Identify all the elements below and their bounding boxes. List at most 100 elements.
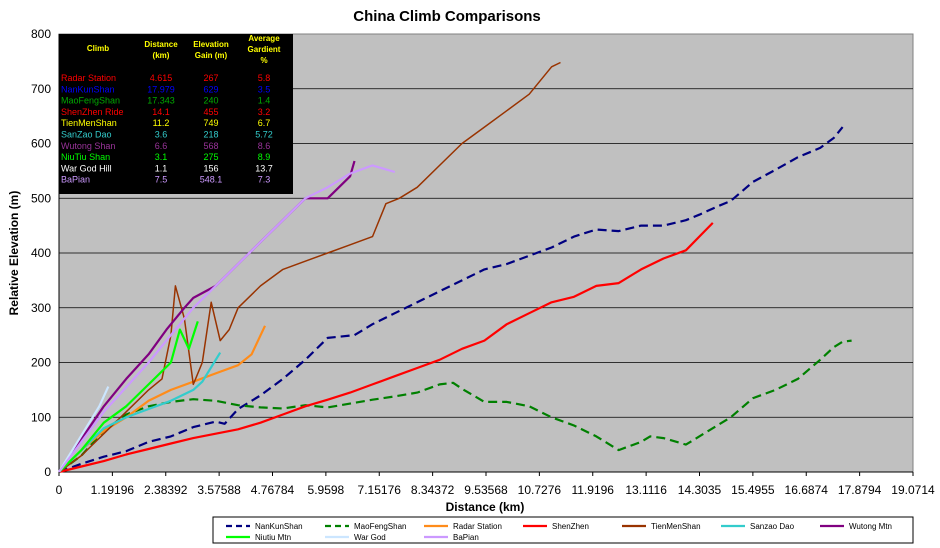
legend-label: TienMenShan: [651, 522, 701, 531]
table-header: Distance (km): [144, 40, 178, 60]
series-line-bapian: [58, 164, 396, 473]
y-tick-label: 800: [31, 27, 51, 41]
series-line-niutiu-mtn: [58, 321, 199, 473]
x-tick-label: 5.9598: [308, 483, 345, 497]
x-tick-label: 19.0714: [891, 483, 935, 497]
x-tick-label: 10.7276: [518, 483, 562, 497]
table-cell-climb: SanZao Dao: [61, 130, 112, 140]
legend-label: MaoFengShan: [354, 522, 406, 531]
legend-label: BaPian: [453, 533, 479, 542]
legend-label: War God: [354, 533, 386, 542]
climb-stats-table: Climb Distance (km) Elevation Gain (m) Averag…: [59, 34, 293, 194]
table-cell: 548.1: [200, 175, 223, 185]
y-tick-label: 600: [31, 137, 51, 151]
y-axis-ticks: 0 100 200 300 400 500 600 700 800: [31, 27, 51, 479]
table-cell-climb: TienMenShan: [61, 118, 117, 128]
table-cell: 218: [203, 130, 218, 140]
series-line-war-god: [58, 386, 110, 473]
table-cell-climb: MaoFengShan: [61, 96, 120, 106]
y-tick-label: 700: [31, 82, 51, 96]
table-cell: 7.5: [155, 175, 168, 185]
table-cell: 629: [203, 84, 218, 94]
x-tick-label: 3.57588: [197, 483, 241, 497]
table-cell-climb: BaPian: [61, 175, 90, 185]
series-line-radar-station: [58, 325, 266, 473]
series-line-wutong-mtn: [58, 160, 356, 473]
table-cell: 3.2: [258, 107, 271, 117]
x-tick-label: 11.9196: [571, 483, 614, 497]
y-tick-label: 200: [31, 356, 51, 370]
table-cell: 17.343: [147, 96, 175, 106]
table-cell: 455: [203, 107, 218, 117]
table-cell: 13.7: [255, 163, 273, 173]
x-axis-title: Distance (km): [446, 500, 525, 514]
table-cell: 3.5: [258, 84, 271, 94]
legend: NanKunShan MaoFengShan Radar Station ShenZh…: [212, 516, 914, 544]
table-cell-climb: War God Hill: [61, 163, 112, 173]
y-tick-label: 500: [31, 191, 51, 205]
table-cell: 6.6: [155, 141, 168, 151]
series-line-tienmenshan: [58, 61, 561, 473]
legend-label: Wutong Mtn: [849, 522, 892, 531]
table-header: Average Gardient%: [248, 34, 281, 65]
x-tick-label: 9.53568: [464, 483, 508, 497]
table-cell: 156: [203, 163, 218, 173]
legend-label: Sanzao Dao: [750, 522, 795, 531]
x-tick-label: 7.15176: [358, 483, 402, 497]
x-axis-ticks: 0 1.19196 2.38392 3.57588 4.76784 5.9598 7.151…: [56, 472, 935, 497]
table-cell: 11.2: [153, 118, 170, 128]
x-tick-label: 15.4955: [731, 483, 775, 497]
table-cell: 8.6: [258, 141, 271, 151]
table-cell-climb: NiuTiu Shan: [61, 152, 110, 162]
x-tick-label: 4.76784: [251, 483, 295, 497]
table-cell: 267: [203, 73, 218, 83]
table-cell: 3.6: [155, 130, 168, 140]
table-cell: 568: [203, 141, 218, 151]
series-lines: [58, 61, 852, 474]
table-cell: 17.979: [147, 84, 175, 94]
legend-label: Niutiu Mtn: [255, 533, 291, 542]
table-cell: 1.4: [258, 96, 271, 106]
legend-label: NanKunShan: [255, 522, 303, 531]
series-line-maofengshan: [58, 339, 852, 473]
y-tick-label: 400: [31, 246, 51, 260]
table-cell: 4.615: [150, 73, 173, 83]
x-tick-label: 17.8794: [838, 483, 882, 497]
series-line-sanzao-dao: [58, 352, 222, 473]
table-cell: 275: [203, 152, 218, 162]
table-cell: 5.72: [255, 130, 273, 140]
table-cell: 6.7: [258, 118, 271, 128]
chart-title: China Climb Comparisons: [353, 8, 541, 25]
table-background: [59, 34, 293, 194]
x-tick-label: 0: [56, 483, 63, 497]
table-cell: 3.1: [155, 152, 168, 162]
series-line-nankunshan: [58, 126, 844, 474]
table-cell: 5.8: [258, 73, 271, 83]
legend-label: ShenZhen: [552, 522, 589, 531]
table-cell: 14.1: [152, 107, 170, 117]
y-tick-label: 300: [31, 301, 51, 315]
table-cell: 1.1: [155, 163, 168, 173]
table-cell-climb: ShenZhen Ride: [61, 107, 124, 117]
table-cell-climb: Radar Station: [61, 73, 116, 83]
x-tick-label: 13.1116: [625, 483, 667, 497]
table-header: Climb: [87, 44, 109, 53]
legend-label: Radar Station: [453, 522, 502, 531]
y-axis-title: Relative Elevation (m): [7, 191, 21, 316]
y-tick-label: 100: [31, 410, 51, 424]
table-cell: 8.9: [258, 152, 271, 162]
x-tick-label: 14.3035: [678, 483, 722, 497]
series-line-shenzhen: [58, 222, 714, 474]
table-cell: 749: [203, 118, 218, 128]
table-cell: 240: [203, 96, 218, 106]
x-tick-label: 2.38392: [144, 483, 188, 497]
x-tick-label: 8.34372: [411, 483, 455, 497]
table-cell-climb: Wutong Shan: [61, 141, 115, 151]
legend-box: [212, 516, 914, 544]
table-header: Elevation Gain (m): [193, 40, 229, 60]
x-tick-label: 1.19196: [91, 483, 135, 497]
x-tick-label: 16.6874: [785, 483, 829, 497]
table-cell-climb: NanKunShan: [61, 84, 115, 94]
table-cell: 7.3: [258, 175, 271, 185]
